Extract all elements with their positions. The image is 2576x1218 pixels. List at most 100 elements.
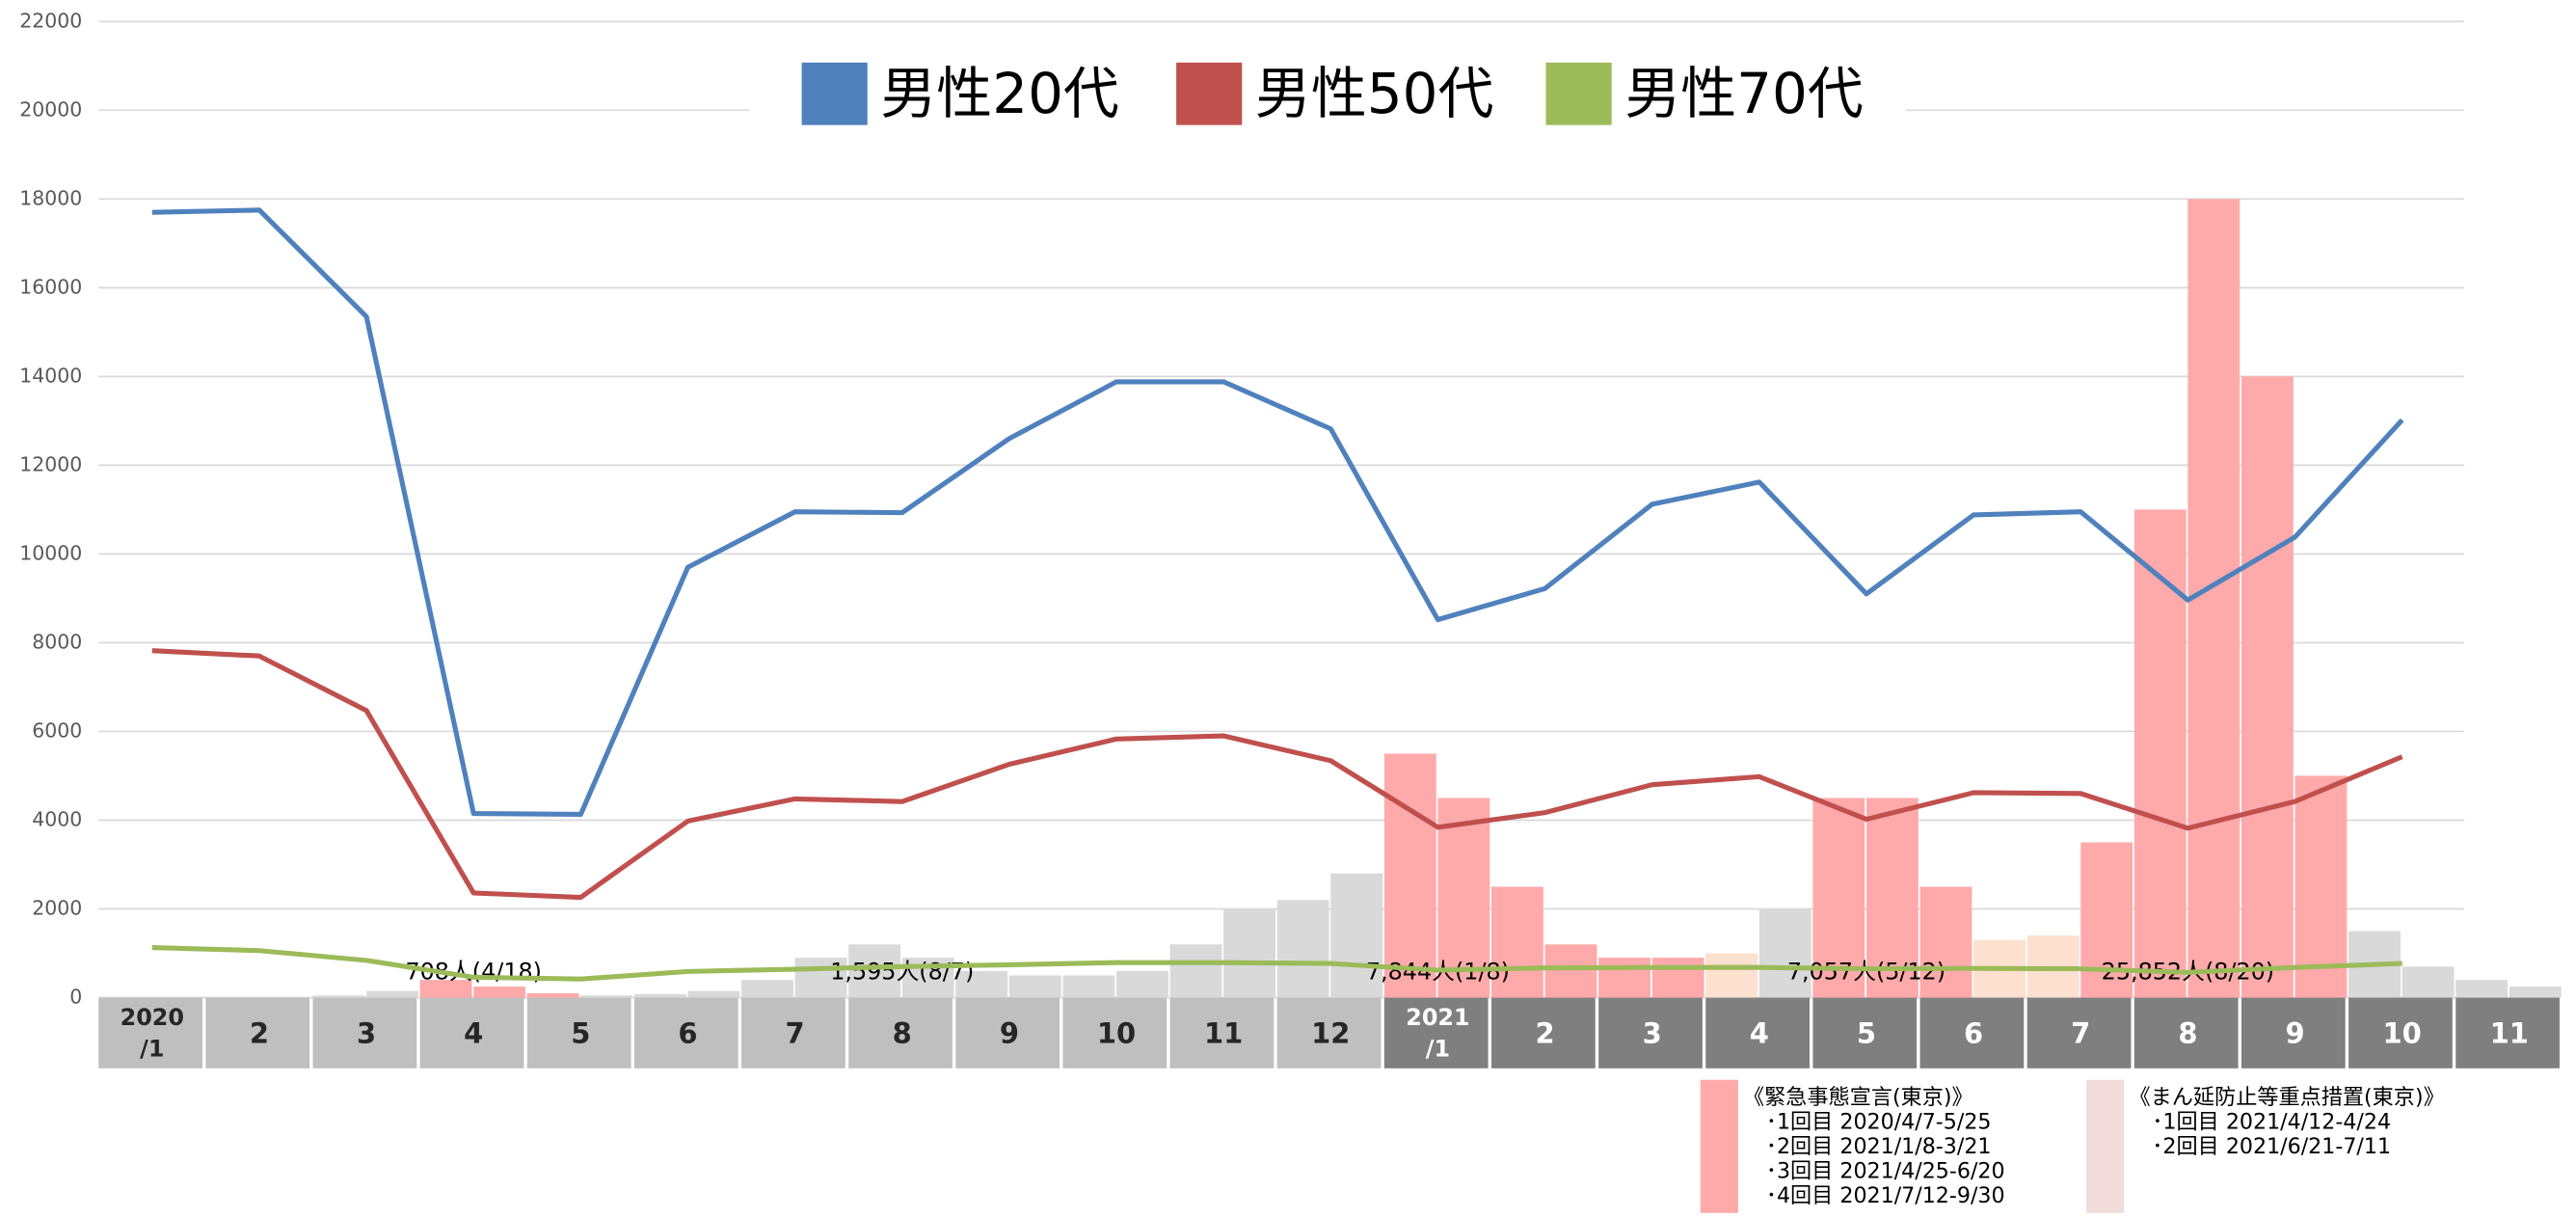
daily-bar: [526, 992, 579, 998]
x-category-cell: [526, 997, 631, 1069]
x-category-cell: [1812, 997, 1918, 1069]
daily-bar: [2187, 199, 2241, 998]
daily-bar: [955, 970, 1008, 998]
daily-bar: [580, 995, 633, 998]
daily-bar: [312, 995, 365, 998]
note-text: ･2回目 2021/1/8-3/21: [1766, 1134, 1992, 1159]
daily-bar: [1919, 886, 1972, 998]
y-tick-label: 0: [69, 986, 82, 1009]
x-tick-label: 11: [1204, 1017, 1243, 1050]
daily-bar: [2509, 987, 2562, 998]
y-tick-label: 4000: [32, 807, 82, 830]
x-tick-label: 4: [1750, 1017, 1769, 1050]
daily-bar: [1705, 953, 1758, 998]
x-tick-label: 2: [1535, 1017, 1554, 1050]
daily-bar: [1062, 975, 1115, 998]
x-category-cell: [2133, 997, 2239, 1069]
x-tick-label: 3: [357, 1017, 376, 1050]
x-tick-label: 2: [250, 1017, 269, 1050]
legend-swatch: [801, 62, 868, 125]
x-category-cell: [98, 997, 202, 1069]
daily-bar: [1544, 944, 1597, 998]
daily-bar: [419, 980, 472, 998]
y-tick-label: 16000: [19, 275, 82, 298]
legend-label: 男性50代: [1255, 61, 1493, 126]
daily-bar: [1330, 873, 1383, 998]
daily-bar: [1223, 908, 1276, 998]
x-tick-label: 10: [2383, 1017, 2422, 1050]
legend-label: 男性70代: [1624, 61, 1863, 126]
daily-bar: [794, 958, 847, 998]
daily-bar: [1116, 970, 1168, 998]
note-text: ･4回目 2021/7/12-9/30: [1766, 1183, 2005, 1208]
x-tick-label: 7: [2071, 1017, 2090, 1050]
x-tick-label: 6: [678, 1017, 697, 1050]
x-tick-label: 2020: [121, 1004, 184, 1031]
note-text: 《まん延防止等重点措置(東京)》: [2129, 1085, 2444, 1110]
x-category-cell: [1491, 997, 1596, 1069]
series-line: [151, 648, 2403, 901]
daily-bar: [1865, 798, 1919, 998]
y-tick-label: 18000: [19, 186, 82, 209]
annotation: 1,595人(8/7): [830, 958, 974, 985]
x-category-cell: [955, 997, 1060, 1069]
note-text: ･1回目 2021/4/12-4/24: [2152, 1110, 2391, 1135]
x-category-cell: [2026, 997, 2132, 1069]
daily-bar: [2402, 966, 2455, 998]
daily-bar: [741, 980, 793, 998]
y-tick-label: 10000: [19, 541, 82, 564]
legend-label: 男性20代: [880, 61, 1118, 126]
daily-bar: [366, 990, 418, 998]
x-category-cell: [1276, 997, 1382, 1069]
x-tick-label: 4: [464, 1017, 483, 1050]
x-category-cell: [312, 997, 417, 1069]
x-tick-label: 9: [1000, 1017, 1019, 1050]
x-tick-label: 10: [1097, 1017, 1136, 1050]
x-category-cell: [633, 997, 738, 1069]
daily-bar: [2294, 775, 2348, 998]
x-tick-label: /1: [1426, 1036, 1450, 1063]
daily-bar: [1598, 958, 1651, 998]
daily-bar: [687, 990, 740, 998]
x-category-cell: [419, 997, 524, 1069]
note-text: ･3回目 2021/4/25-6/20: [1766, 1159, 2005, 1184]
daily-bar: [1169, 944, 1222, 998]
x-category-cell: [2241, 997, 2346, 1069]
daily-bar: [1008, 975, 1061, 998]
daily-bar: [1383, 753, 1436, 998]
y-tick-label: 2000: [32, 896, 82, 919]
legend-swatch: [1176, 62, 1243, 125]
legend-swatch: [1545, 62, 1612, 125]
note-swatch: [2086, 1079, 2125, 1213]
x-tick-label: 5: [1857, 1017, 1876, 1050]
series-line: [151, 207, 2404, 818]
daily-bar: [2455, 980, 2509, 998]
x-category-cell: [205, 997, 310, 1069]
x-tick-label: 8: [893, 1017, 912, 1050]
y-tick-label: 20000: [19, 97, 82, 121]
daily-bar: [848, 944, 901, 998]
note-swatch: [1700, 1079, 1738, 1213]
daily-bar: [2241, 376, 2294, 998]
series-line: [151, 944, 2402, 982]
x-category-cell: [2455, 997, 2560, 1069]
daily-bar: [473, 987, 526, 998]
y-tick-label: 6000: [32, 718, 82, 742]
daily-bar: [1491, 886, 1543, 998]
x-tick-label: 7: [786, 1017, 805, 1050]
x-tick-label: 9: [2285, 1017, 2304, 1050]
note-text: ･2回目 2021/6/21-7/11: [2152, 1134, 2391, 1159]
x-tick-label: 11: [2490, 1017, 2529, 1050]
annotation: 7,057人(5/12): [1787, 958, 1945, 985]
note-text: ･1回目 2020/4/7-5/25: [1766, 1110, 1992, 1135]
x-tick-label: 2021: [1406, 1004, 1469, 1031]
daily-bar: [1812, 798, 1865, 998]
y-tick-label: 8000: [32, 630, 82, 653]
daily-bar: [1276, 900, 1329, 998]
daily-bar: [1758, 908, 1811, 998]
x-tick-label: 6: [1964, 1017, 1983, 1050]
x-tick-label: 3: [1643, 1017, 1662, 1050]
x-category-cell: [1169, 997, 1275, 1069]
x-category-cell: [1705, 997, 1811, 1069]
